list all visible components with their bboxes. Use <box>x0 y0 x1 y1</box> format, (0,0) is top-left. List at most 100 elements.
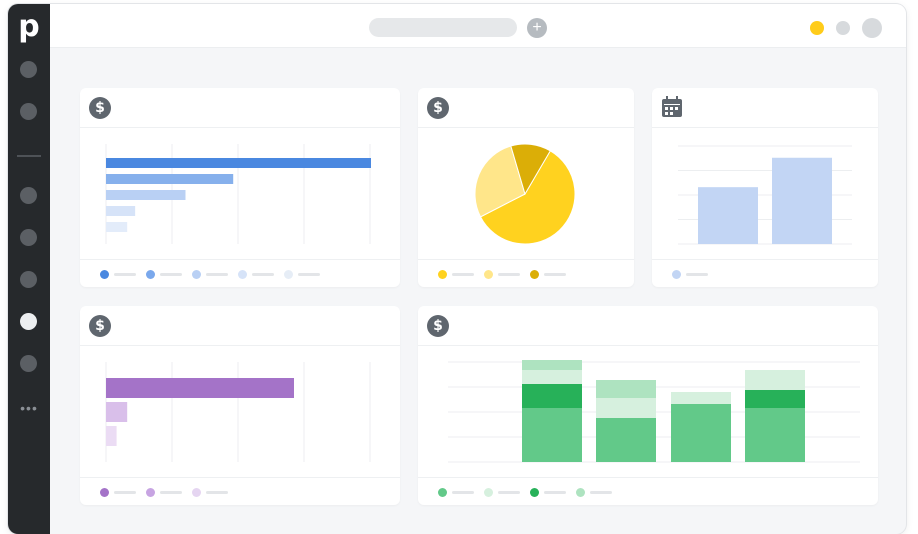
add-button[interactable]: + <box>527 18 547 38</box>
sidebar-item-4[interactable] <box>20 229 37 246</box>
legend-swatch <box>672 270 681 279</box>
bar <box>772 157 832 244</box>
bar <box>106 174 234 184</box>
top-bar: + <box>50 4 906 48</box>
legend-item[interactable] <box>438 270 474 279</box>
legend-swatch <box>146 488 155 497</box>
legend-swatch <box>530 270 539 279</box>
card-legend <box>652 259 878 287</box>
dollar-icon: $ <box>427 315 449 337</box>
report-card-stacked[interactable]: $ <box>418 306 878 505</box>
card-header <box>652 88 878 128</box>
bar-segment <box>522 370 582 384</box>
legend-swatch <box>438 270 447 279</box>
legend-label-placeholder <box>452 273 474 276</box>
bar <box>106 222 128 232</box>
sidebar-item-1[interactable] <box>20 61 37 78</box>
bar-segment <box>522 384 582 408</box>
sidebar-item-3[interactable] <box>20 187 37 204</box>
legend-swatch <box>484 488 493 497</box>
pie-slice <box>510 143 551 196</box>
legend-item[interactable] <box>100 270 136 279</box>
card-header: $ <box>80 88 400 128</box>
legend-label-placeholder <box>544 273 566 276</box>
legend-label-placeholder <box>114 273 136 276</box>
legend-swatch <box>192 488 201 497</box>
legend-item[interactable] <box>192 270 228 279</box>
legend-item[interactable] <box>438 488 474 497</box>
card-legend <box>418 477 878 505</box>
bar-segment <box>745 390 805 408</box>
sidebar-item-insights-active[interactable] <box>20 313 37 330</box>
bar-segment <box>671 392 731 404</box>
stacked-bar-chart <box>448 360 860 463</box>
legend-item[interactable] <box>146 270 182 279</box>
pie-chart <box>474 143 576 245</box>
legend-item[interactable] <box>284 270 320 279</box>
legend-item[interactable] <box>484 270 520 279</box>
legend-label-placeholder <box>298 273 320 276</box>
legend-swatch <box>284 270 293 279</box>
more-menu-icon[interactable]: ••• <box>20 400 38 416</box>
report-card-deals[interactable]: $ <box>80 88 400 287</box>
legend-item[interactable] <box>530 488 566 497</box>
search-input[interactable] <box>369 18 517 37</box>
bar-segment <box>745 370 805 390</box>
hbar-chart <box>105 144 371 244</box>
legend-label-placeholder <box>498 273 520 276</box>
legend-item[interactable] <box>100 488 136 497</box>
pipedrive-logo[interactable]: p <box>18 8 40 44</box>
bar <box>106 402 128 422</box>
report-card-pie[interactable]: $ <box>418 88 634 287</box>
vbar-chart <box>678 145 852 245</box>
sidebar-item-7[interactable] <box>20 355 37 372</box>
report-card-calendar[interactable] <box>652 88 878 287</box>
card-header: $ <box>418 306 878 346</box>
legend-label-placeholder <box>590 491 612 494</box>
report-card-activities[interactable]: $ <box>80 306 400 505</box>
legend-item[interactable] <box>238 270 274 279</box>
legend-swatch <box>484 270 493 279</box>
sidebar-divider <box>17 155 41 157</box>
dollar-icon: $ <box>89 97 111 119</box>
legend-swatch <box>146 270 155 279</box>
legend-label-placeholder <box>160 491 182 494</box>
legend-swatch <box>530 488 539 497</box>
legend-swatch <box>100 488 109 497</box>
legend-label-placeholder <box>160 273 182 276</box>
avatar[interactable] <box>862 18 882 38</box>
calendar-icon <box>662 96 682 117</box>
bar <box>106 206 136 216</box>
legend-item[interactable] <box>484 488 520 497</box>
legend-swatch <box>576 488 585 497</box>
bar <box>106 158 371 168</box>
bar <box>698 187 758 244</box>
bar-segment <box>671 404 731 462</box>
status-indicator[interactable] <box>810 21 824 35</box>
bar <box>106 378 294 398</box>
dollar-icon: $ <box>89 315 111 337</box>
sidebar: p ••• <box>8 4 50 534</box>
legend-item[interactable] <box>672 270 708 279</box>
legend-label-placeholder <box>452 491 474 494</box>
card-legend <box>80 477 400 505</box>
card-header: $ <box>418 88 634 128</box>
app-window: p ••• + $ $ <box>8 4 906 534</box>
legend-swatch <box>100 270 109 279</box>
legend-label-placeholder <box>206 491 228 494</box>
legend-item[interactable] <box>576 488 612 497</box>
sidebar-item-2[interactable] <box>20 103 37 120</box>
pie-slice <box>479 150 576 245</box>
legend-label-placeholder <box>252 273 274 276</box>
pie-slice <box>474 145 526 218</box>
legend-item[interactable] <box>146 488 182 497</box>
sidebar-item-5[interactable] <box>20 271 37 288</box>
legend-item[interactable] <box>530 270 566 279</box>
legend-item[interactable] <box>192 488 228 497</box>
legend-swatch <box>192 270 201 279</box>
legend-label-placeholder <box>498 491 520 494</box>
bar <box>106 190 186 200</box>
notifications-icon[interactable] <box>836 21 850 35</box>
bar-segment <box>522 360 582 370</box>
legend-label-placeholder <box>206 273 228 276</box>
